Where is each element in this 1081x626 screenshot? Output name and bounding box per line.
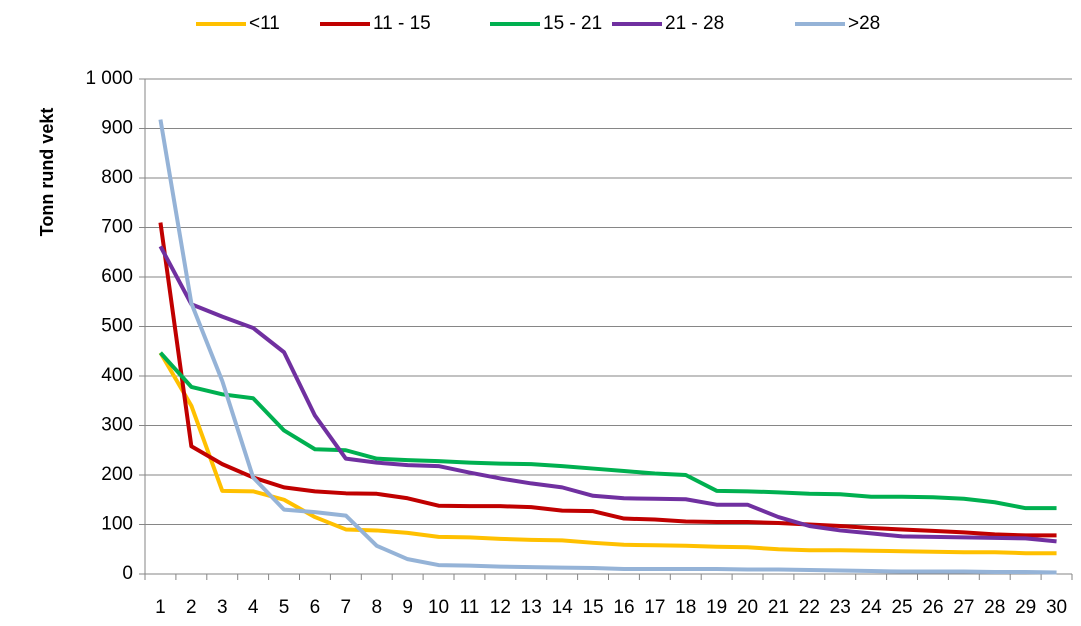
y-tick-label: 400 — [101, 365, 133, 386]
x-tick-label: 15 — [582, 597, 603, 618]
y-tick-label: 1 000 — [85, 68, 133, 89]
x-tick-label: 26 — [922, 597, 943, 618]
legend-label: >28 — [848, 13, 880, 34]
y-tick-label: 500 — [101, 316, 133, 337]
y-tick-label: 200 — [101, 464, 133, 485]
x-tick-label: 9 — [402, 597, 413, 618]
x-tick-label: 23 — [830, 597, 851, 618]
x-tick-label: 22 — [799, 597, 820, 618]
y-tick-label: 800 — [101, 167, 133, 188]
x-tick-label: 21 — [768, 597, 789, 618]
x-tick-label: 13 — [521, 597, 542, 618]
series-line — [158, 222, 1057, 538]
x-tick-label: 30 — [1046, 597, 1067, 618]
legend-label: 21 - 28 — [665, 13, 724, 34]
x-tick-label: 24 — [861, 597, 883, 618]
x-tick-label: 27 — [953, 597, 974, 618]
x-tick-label: 18 — [675, 597, 696, 618]
series-line — [158, 351, 1057, 511]
x-tick-label: 19 — [706, 597, 727, 618]
x-tick-label: 10 — [428, 597, 449, 618]
legend-label: 11 - 15 — [373, 13, 431, 34]
x-tick-label: 3 — [217, 597, 228, 618]
y-tick-label: 700 — [101, 217, 133, 238]
x-tick-label: 12 — [490, 597, 511, 618]
x-tick-label: 16 — [613, 597, 634, 618]
x-tick-label: 11 — [460, 597, 480, 618]
legend-label: <11 — [249, 13, 280, 34]
x-tick-label: 14 — [552, 597, 574, 618]
x-tick-label: 1 — [155, 597, 166, 618]
x-tick-label: 7 — [341, 597, 352, 618]
x-tick-label: 29 — [1015, 597, 1036, 618]
x-tick-label: 20 — [737, 597, 758, 618]
x-tick-label: 17 — [644, 597, 665, 618]
x-tick-label: 25 — [891, 597, 912, 618]
x-tick-label: 2 — [186, 597, 197, 618]
y-tick-label: 600 — [101, 266, 133, 287]
x-tick-label: 5 — [279, 597, 290, 618]
series-line — [158, 351, 1057, 556]
y-tick-label: 900 — [101, 118, 133, 139]
x-tick-label: 8 — [371, 597, 382, 618]
x-tick-label: 28 — [984, 597, 1005, 618]
series-line — [158, 119, 1057, 575]
y-axis-title: Tonn rund vekt — [37, 108, 57, 237]
series-line — [158, 245, 1057, 544]
x-tick-label: 4 — [248, 597, 259, 618]
legend-label: 15 - 21 — [543, 13, 602, 34]
y-tick-label: 0 — [122, 563, 133, 584]
x-tick-label: 6 — [310, 597, 321, 618]
y-tick-label: 300 — [101, 415, 133, 436]
y-tick-label: 100 — [101, 514, 133, 535]
